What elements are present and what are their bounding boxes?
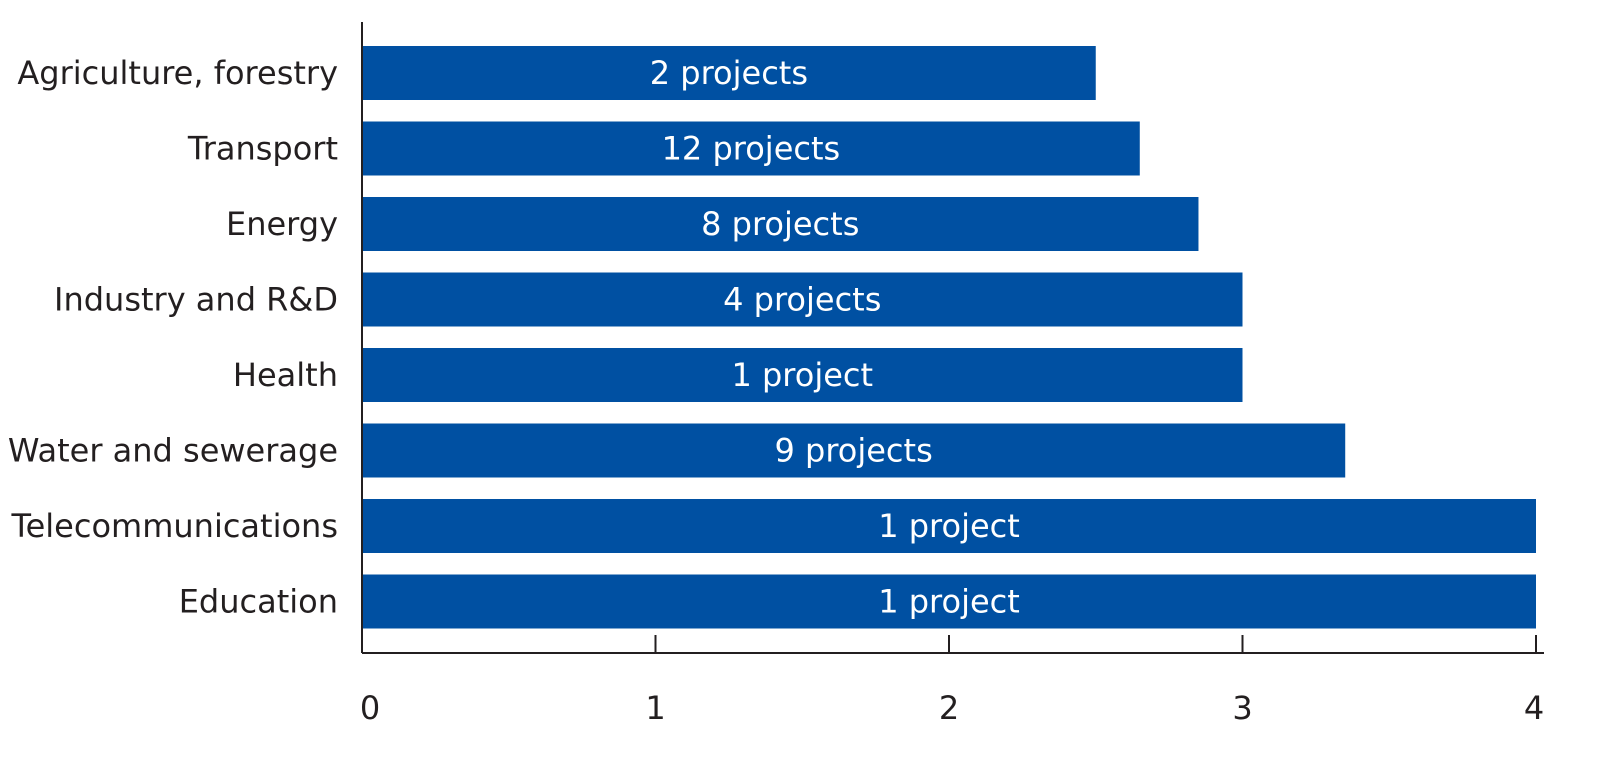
category-labels: Agriculture, forestry Transport Energy Indu…: [8, 54, 338, 621]
bars: [362, 46, 1536, 629]
category-label: Industry and R&D: [54, 281, 338, 319]
category-label: Agriculture, forestry: [17, 54, 338, 92]
category-label: Health: [233, 356, 338, 394]
bar: [362, 272, 1243, 327]
bar-value-label: 1 project: [731, 356, 873, 394]
bar-value-label: 2 projects: [650, 54, 808, 92]
bar-value-label: 8 projects: [701, 205, 859, 243]
bar: [362, 46, 1096, 100]
bar-value-label: 9 projects: [774, 432, 932, 470]
category-label: Education: [179, 583, 338, 621]
x-axis-ticks: [361, 635, 1537, 653]
category-label: Water and sewerage: [8, 432, 338, 470]
bar: [362, 121, 1140, 176]
bar: [362, 197, 1199, 251]
bar-value-label: 1 project: [878, 507, 1020, 545]
category-label: Telecommunications: [10, 507, 338, 545]
x-tick-label: 3: [1232, 689, 1252, 727]
bar-value-label: 1 project: [878, 583, 1020, 621]
category-label: Energy: [226, 205, 338, 243]
bar: [362, 348, 1243, 402]
x-tick-label: 1: [645, 689, 665, 727]
category-label: Transport: [187, 130, 338, 168]
bar-value-label: 4 projects: [723, 281, 881, 319]
x-tick-label: 2: [939, 689, 959, 727]
bar-value-label: 12 projects: [662, 130, 841, 168]
x-axis-tick-labels: 0 1 2 3 4: [360, 689, 1544, 727]
bar: [362, 574, 1536, 629]
x-tick-label: 4: [1524, 689, 1544, 727]
bar: [362, 423, 1346, 478]
bar-value-labels: 2 projects 12 projects 8 projects 4 project…: [650, 54, 1020, 621]
x-tick-label: 0: [360, 689, 380, 727]
bar: [362, 499, 1536, 553]
